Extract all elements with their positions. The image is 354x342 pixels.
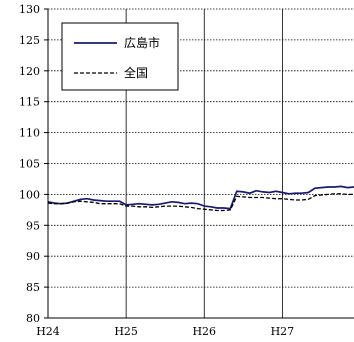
- y-tick-label: 130: [19, 3, 40, 16]
- y-tick-labels: 80 85 90 95 100 105 110 115 120 125 130: [19, 3, 40, 325]
- plot-lines: [47, 185, 354, 212]
- axes: [44, 8, 354, 319]
- y-tick-label: 95: [26, 219, 40, 232]
- x-tick-label: H25: [114, 325, 138, 338]
- y-tick-label: 80: [26, 312, 40, 325]
- x-tick-label: H24: [36, 325, 60, 338]
- y-tick-label: 100: [19, 188, 40, 201]
- legend-box: [61, 22, 179, 91]
- legend-label: 全国: [124, 65, 148, 80]
- x-tick-label: H26: [192, 325, 216, 338]
- legend-label: 広島市: [124, 35, 160, 50]
- y-tick-label: 90: [26, 250, 40, 263]
- x-tick-labels: H24 H25 H26 H27: [36, 325, 294, 338]
- x-tick-label: H27: [271, 325, 295, 338]
- y-tick-label: 85: [26, 281, 40, 294]
- series-line-dashed: [47, 193, 354, 212]
- y-tick-label: 125: [19, 34, 40, 47]
- y-tick-label: 115: [19, 96, 40, 109]
- series-line-solid: [47, 185, 354, 210]
- y-tick-label: 105: [19, 158, 40, 171]
- y-tick-label: 110: [19, 127, 40, 140]
- y-tick-label: 120: [19, 65, 40, 78]
